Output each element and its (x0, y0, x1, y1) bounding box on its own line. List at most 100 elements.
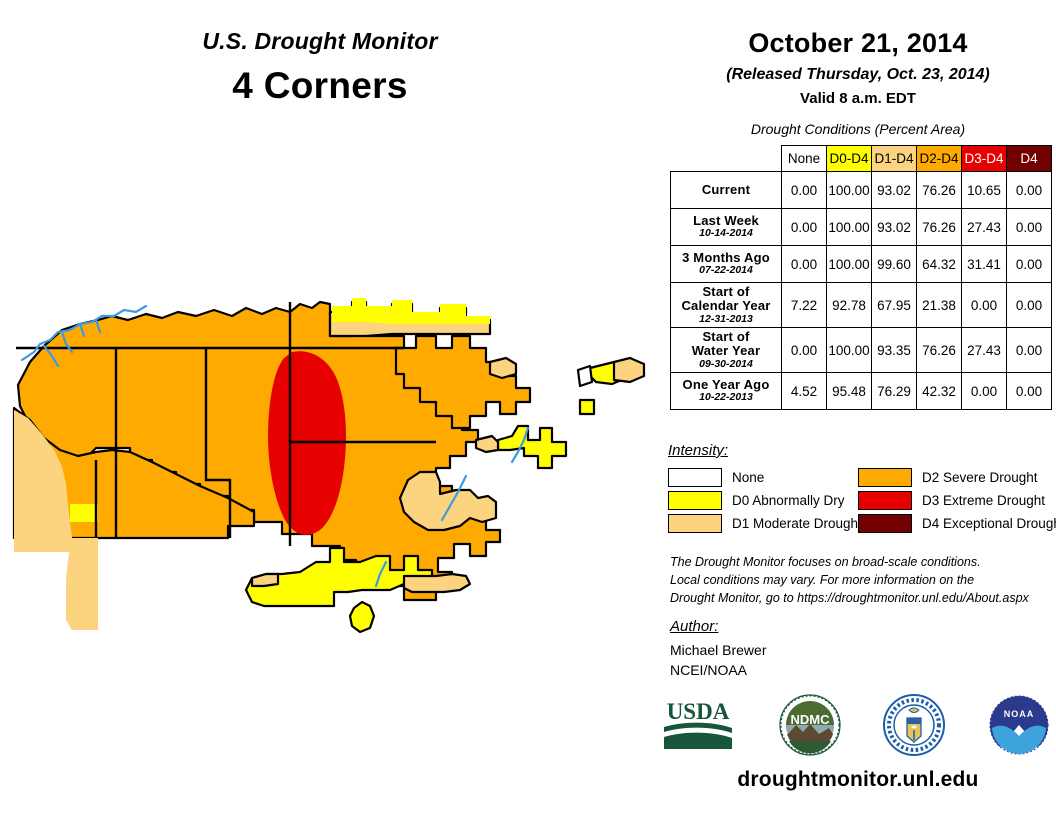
cell-lastweek-d2d4: 76.26 (916, 208, 962, 246)
intensity-legend: Intensity: None D2 Severe Drought D0 Abn… (668, 442, 1056, 535)
cell-lastweek-d4: 0.00 (1006, 208, 1052, 246)
cell-oneyear-d3d4: 0.00 (961, 372, 1007, 410)
column-header-d2-d4: D2-D4 (916, 145, 962, 172)
row-label-text-line2: Calendar Year (681, 298, 771, 314)
map-river-midright (510, 426, 530, 464)
title-main: U.S. Drought Monitor (202, 28, 438, 54)
row-label-one-year-ago: One Year Ago 10-22-2013 (670, 372, 782, 410)
legend-swatch-d4 (858, 514, 912, 533)
row-label-start-calendar-year: Start of Calendar Year 12-31-2013 (670, 282, 782, 328)
column-header-d0-d4: D0-D4 (826, 145, 872, 172)
site-url[interactable]: droughtmonitor.unl.edu (737, 768, 979, 791)
cell-wateryear-d2d4: 76.26 (916, 327, 962, 373)
table-row: Start of Water Year 09-30-2014 0.00 100.… (670, 327, 1052, 373)
svg-text:NDMC: NDMC (790, 712, 830, 727)
cell-calyear-d2d4: 21.38 (916, 282, 962, 328)
legend-label-d2: D2 Severe Drought (922, 470, 1038, 485)
author-block: Author: Michael Brewer NCEI/NOAA (670, 618, 1050, 680)
released-date: (Released Thursday, Oct. 23, 2014) (726, 66, 990, 83)
row-label-text: One Year Ago (682, 376, 770, 392)
cell-current-d2d4: 76.26 (916, 171, 962, 209)
cell-oneyear-none: 4.52 (781, 372, 827, 410)
legend-swatch-d3 (858, 491, 912, 510)
legend-label-d0: D0 Abnormally Dry (732, 493, 845, 508)
cell-wateryear-d4: 0.00 (1006, 327, 1052, 373)
row-label-text: Last Week (693, 212, 759, 228)
legend-label-none: None (732, 470, 765, 485)
drought-conditions-table: None D0-D4 D1-D4 D2-D4 D3-D4 D4 Current … (670, 145, 1052, 410)
cell-3months-d4: 0.00 (1006, 245, 1052, 283)
row-label-text-line1: Start of (702, 328, 750, 344)
cell-3months-d2d4: 64.32 (916, 245, 962, 283)
map-region-island-sliver (576, 364, 594, 388)
row-label-last-week: Last Week 10-14-2014 (670, 208, 782, 246)
row-label-3-months-ago: 3 Months Ago 07-22-2014 (670, 245, 782, 283)
table-row: One Year Ago 10-22-2013 4.52 95.48 76.29… (670, 372, 1052, 410)
valid-time: Valid 8 a.m. EDT (800, 90, 916, 107)
map-river-rio-grande (440, 474, 468, 522)
disclaimer-line-3[interactable]: Drought Monitor, go to https://droughtmo… (670, 590, 1029, 605)
table-row: Current 0.00 100.00 93.02 76.26 10.65 0.… (670, 171, 1052, 209)
column-header-none: None (781, 145, 827, 172)
disclaimer-line-2: Local conditions may vary. For more info… (670, 572, 975, 587)
map-region-island-d1-upper (612, 356, 646, 384)
legend-item-d4: D4 Exceptional Drought (858, 512, 1056, 535)
map-region-d2-northeast-arm (394, 334, 532, 430)
row-label-text-line2: Water Year (691, 343, 761, 359)
row-label-date: 10-14-2014 (699, 227, 753, 240)
map-region-island-tiny-square (578, 398, 596, 416)
map-river-lower (374, 560, 388, 588)
map-region-d1-west (14, 410, 72, 552)
cell-wateryear-d0d4: 100.00 (826, 327, 872, 373)
map-region-d0-bottom-blob (348, 600, 376, 634)
row-label-start-water-year: Start of Water Year 09-30-2014 (670, 327, 782, 373)
legend-item-d2: D2 Severe Drought (858, 466, 1048, 489)
usda-logo[interactable]: USDA (660, 697, 736, 753)
cell-wateryear-d1d4: 93.35 (871, 327, 917, 373)
legend-swatch-none (668, 468, 722, 487)
commerce-seal-logo[interactable] (883, 694, 946, 756)
map-region-d0-northeast (332, 298, 490, 324)
table-row: Last Week 10-14-2014 0.00 100.00 93.02 7… (670, 208, 1052, 246)
svg-text:USDA: USDA (667, 699, 730, 724)
legend-swatch-d0 (668, 491, 722, 510)
map-region-d0-sw-corner (70, 504, 98, 522)
author-affiliation: NCEI/NOAA (670, 661, 748, 678)
map-river-branch-4 (94, 318, 102, 334)
map-region-d1-lower-left (250, 572, 280, 588)
map-region-d1-west-lower (66, 538, 98, 630)
noaa-logo[interactable]: NOAA (988, 694, 1050, 756)
row-label-date: 10-22-2013 (699, 391, 753, 404)
cell-calyear-d1d4: 67.95 (871, 282, 917, 328)
map-region-d1-lower-right (402, 572, 472, 594)
svg-text:NOAA: NOAA (1004, 709, 1035, 719)
cell-oneyear-d2d4: 42.32 (916, 372, 962, 410)
cell-current-none: 0.00 (781, 171, 827, 209)
cell-lastweek-none: 0.00 (781, 208, 827, 246)
map-river-branch-2 (60, 330, 74, 354)
map-region-d1-ne-blob (488, 356, 518, 380)
disclaimer-text: The Drought Monitor focuses on broad-sca… (670, 554, 1050, 607)
column-header-d3-d4: D3-D4 (961, 145, 1007, 172)
cell-3months-none: 0.00 (781, 245, 827, 283)
cell-calyear-d0d4: 92.78 (826, 282, 872, 328)
table-row: Start of Calendar Year 12-31-2013 7.22 9… (670, 282, 1052, 328)
legend-label-d4: D4 Exceptional Drought (922, 516, 1056, 531)
drought-map[interactable] (0, 290, 648, 650)
legend-item-d0: D0 Abnormally Dry (668, 489, 858, 512)
row-label-text: Current (701, 181, 751, 197)
table-header-row: None D0-D4 D1-D4 D2-D4 D3-D4 D4 (670, 145, 1052, 172)
map-region-d1-centerright (398, 470, 498, 532)
legend-item-none: None (668, 466, 858, 489)
cell-calyear-none: 7.22 (781, 282, 827, 328)
row-label-text-line1: Start of (702, 283, 750, 299)
table-row: 3 Months Ago 07-22-2014 0.00 100.00 99.6… (670, 245, 1052, 283)
cell-current-d3d4: 10.65 (961, 171, 1007, 209)
cell-current-d0d4: 100.00 (826, 171, 872, 209)
author-name: Michael Brewer (670, 642, 767, 658)
ndmc-logo[interactable]: NDMC (779, 694, 841, 756)
row-label-text: 3 Months Ago (682, 249, 770, 265)
title-region: 4 Corners (232, 65, 408, 106)
column-header-d4: D4 (1006, 145, 1052, 172)
valid-date: October 21, 2014 (748, 28, 968, 58)
